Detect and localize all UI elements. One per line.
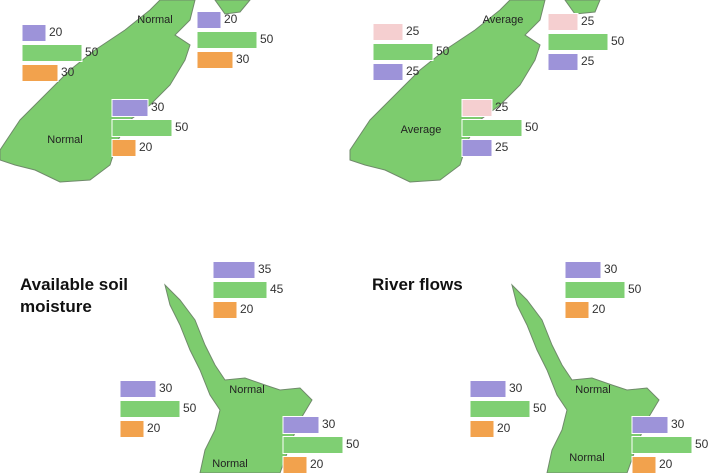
bar-value: 25 (495, 140, 509, 154)
bar-value: 50 (183, 401, 197, 415)
bar-value: 35 (258, 262, 272, 276)
bar-value: 30 (322, 417, 336, 431)
bar (111, 99, 149, 117)
bar-value: 50 (525, 120, 539, 134)
bar-value: 45 (270, 282, 284, 296)
bar (212, 261, 256, 279)
bar (21, 44, 83, 62)
bar (564, 261, 602, 279)
bar-value: 25 (581, 14, 595, 28)
bar-value: 50 (346, 437, 360, 451)
bar-value: 50 (533, 401, 547, 415)
south-island (349, 0, 546, 183)
bar (631, 436, 693, 454)
bar-value: 25 (406, 24, 420, 38)
panel-title: River flows (372, 275, 463, 294)
bar (282, 436, 344, 454)
bar-value: 25 (406, 64, 420, 78)
bar (469, 400, 531, 418)
bar-value: 30 (61, 65, 75, 79)
bar (631, 456, 657, 473)
bar-value: 25 (581, 54, 595, 68)
bar-value: 20 (147, 421, 161, 435)
bar-value: 20 (240, 302, 254, 316)
bar (282, 456, 308, 473)
bar (631, 416, 669, 434)
bar (21, 24, 47, 42)
bar (469, 380, 507, 398)
bar-value: 20 (659, 457, 673, 471)
bar-value: 20 (592, 302, 606, 316)
bar-value: 50 (436, 44, 450, 58)
bar (461, 139, 493, 157)
bar-value: 30 (151, 100, 165, 114)
bar (564, 281, 626, 299)
region-label: Normal (575, 384, 610, 396)
bar (111, 119, 173, 137)
bar-value: 20 (310, 457, 324, 471)
region-label: Normal (47, 134, 82, 146)
bar-value: 30 (236, 52, 250, 66)
bar (196, 31, 258, 49)
bar-value: 50 (85, 45, 99, 59)
bar (119, 400, 181, 418)
bar (21, 64, 59, 82)
bar (196, 11, 222, 29)
north-island-tip (564, 0, 601, 15)
bar (111, 139, 137, 157)
bar-value: 50 (260, 32, 274, 46)
bar-value: 30 (159, 381, 173, 395)
bar (119, 420, 145, 438)
region-label: Average (483, 14, 524, 26)
bar (372, 23, 404, 41)
panel-title: Available soil moisture (20, 275, 128, 316)
bar (547, 13, 579, 31)
bar-value: 20 (497, 421, 511, 435)
region-label: Normal (137, 14, 172, 26)
bar-value: 50 (611, 34, 625, 48)
bar-value: 50 (628, 282, 642, 296)
bar-value: 30 (509, 381, 523, 395)
bar (282, 416, 320, 434)
bar (196, 51, 234, 69)
bar (119, 380, 157, 398)
bar-value: 30 (671, 417, 685, 431)
bar (461, 119, 523, 137)
bar-value: 20 (139, 140, 153, 154)
bar (461, 99, 493, 117)
region-label: Normal (569, 452, 604, 464)
bar (547, 53, 579, 71)
bar (547, 33, 609, 51)
bar (372, 43, 434, 61)
bar (372, 63, 404, 81)
bar-value: 25 (495, 100, 509, 114)
bar-value: 30 (604, 262, 618, 276)
bar (212, 301, 238, 319)
bar (212, 281, 268, 299)
bar-value: 20 (49, 25, 63, 39)
bar-value: 20 (224, 12, 238, 26)
bar (564, 301, 590, 319)
bar-value: 50 (175, 120, 189, 134)
bar (469, 420, 495, 438)
region-label: Normal (212, 458, 247, 470)
south-island (0, 0, 196, 183)
bar-value: 50 (695, 437, 709, 451)
north-island-tip (214, 0, 251, 15)
region-label: Average (401, 124, 442, 136)
region-label: Normal (229, 384, 264, 396)
